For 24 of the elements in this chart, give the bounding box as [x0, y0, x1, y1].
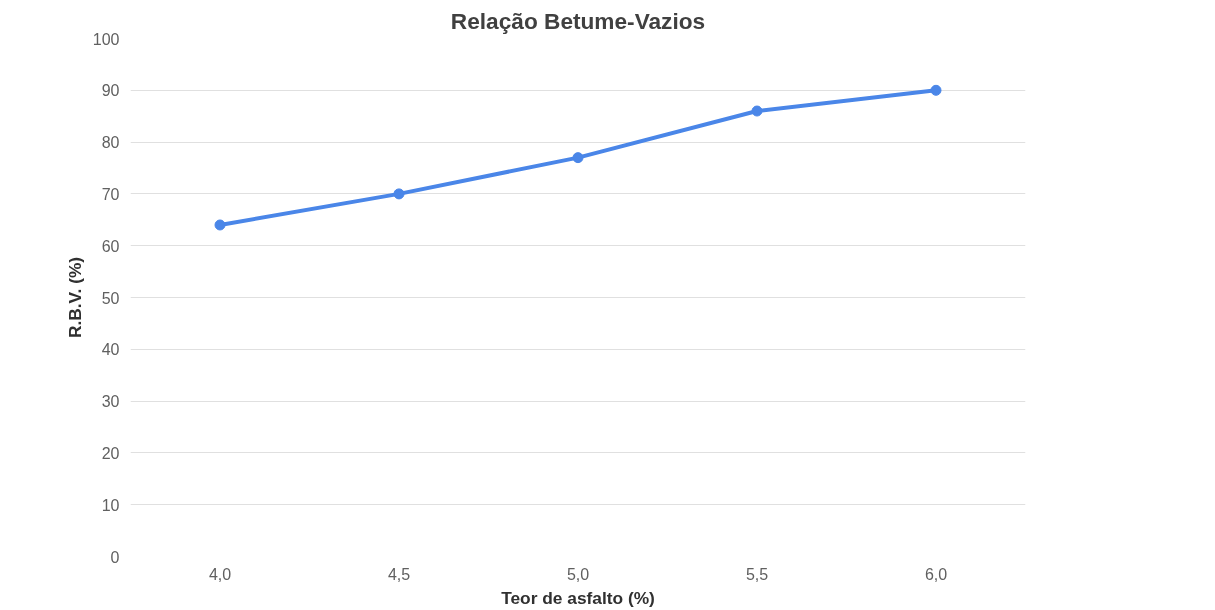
- y-tick-label: 20: [101, 444, 120, 462]
- point: [214, 219, 226, 231]
- y-tick-label: 90: [101, 82, 120, 100]
- point: [572, 152, 584, 164]
- x-tick-label: 4,5: [387, 565, 411, 583]
- y-tick-label: 50: [101, 289, 120, 307]
- y-axis-title: R.B.V. (%): [64, 256, 85, 339]
- y-tick-label: 70: [101, 185, 120, 203]
- y-tick-label: 60: [101, 237, 120, 255]
- y-tick-label: 80: [101, 134, 120, 152]
- x-tick-label: 5,5: [745, 565, 769, 583]
- x-tick-label: 5,0: [566, 565, 590, 583]
- y-tick-label: 30: [101, 393, 120, 411]
- x-tick-label: 4,0: [208, 565, 232, 583]
- point: [751, 105, 763, 117]
- x-tick-label: 6,0: [924, 565, 948, 583]
- point: [930, 84, 942, 96]
- chart-title: Relação Betume-Vazios: [450, 7, 706, 34]
- x-axis-title: Teor de asfalto (%): [501, 587, 655, 608]
- y-tick-label: 40: [101, 341, 120, 359]
- y-tick-label: 10: [101, 496, 120, 514]
- y-tick-label: 100: [92, 30, 120, 48]
- point: [393, 188, 405, 200]
- y-tick-label: 0: [110, 548, 120, 566]
